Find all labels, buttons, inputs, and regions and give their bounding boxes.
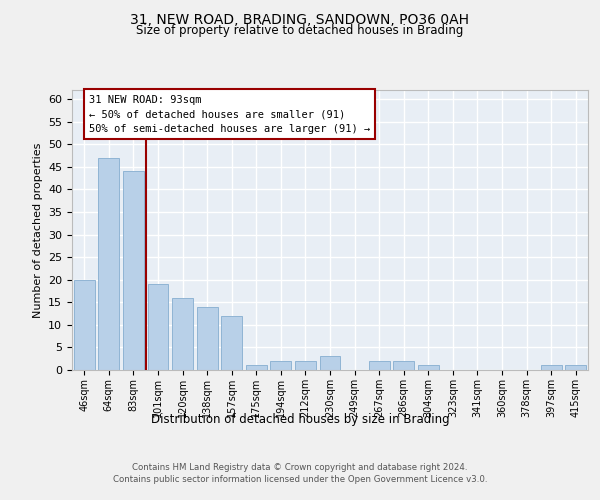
Bar xyxy=(368,361,389,370)
Bar xyxy=(246,366,267,370)
Bar xyxy=(148,284,169,370)
Text: 31, NEW ROAD, BRADING, SANDOWN, PO36 0AH: 31, NEW ROAD, BRADING, SANDOWN, PO36 0AH xyxy=(131,12,470,26)
Bar xyxy=(123,172,144,370)
Bar xyxy=(74,280,95,370)
Bar xyxy=(221,316,242,370)
Bar xyxy=(565,366,586,370)
Bar xyxy=(418,366,439,370)
Bar xyxy=(541,366,562,370)
Text: Size of property relative to detached houses in Brading: Size of property relative to detached ho… xyxy=(136,24,464,37)
Bar xyxy=(172,298,193,370)
Bar xyxy=(393,361,414,370)
Y-axis label: Number of detached properties: Number of detached properties xyxy=(32,142,43,318)
Bar xyxy=(98,158,119,370)
Bar xyxy=(320,356,340,370)
Text: 31 NEW ROAD: 93sqm
← 50% of detached houses are smaller (91)
50% of semi-detache: 31 NEW ROAD: 93sqm ← 50% of detached hou… xyxy=(89,94,370,134)
Bar xyxy=(295,361,316,370)
Text: Distribution of detached houses by size in Brading: Distribution of detached houses by size … xyxy=(151,412,449,426)
Text: Contains HM Land Registry data © Crown copyright and database right 2024.: Contains HM Land Registry data © Crown c… xyxy=(132,462,468,471)
Bar xyxy=(271,361,292,370)
Text: Contains public sector information licensed under the Open Government Licence v3: Contains public sector information licen… xyxy=(113,475,487,484)
Bar xyxy=(197,307,218,370)
